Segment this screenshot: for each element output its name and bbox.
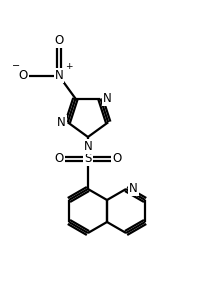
Text: N: N (84, 140, 92, 153)
Text: N: N (102, 92, 111, 105)
Text: O: O (19, 69, 28, 82)
Text: N: N (129, 182, 138, 195)
Text: +: + (65, 62, 72, 71)
Text: −: − (12, 61, 20, 71)
Text: O: O (55, 153, 64, 165)
Text: N: N (57, 116, 66, 129)
Text: O: O (112, 153, 121, 165)
Text: O: O (54, 34, 64, 47)
Text: S: S (84, 153, 92, 165)
Text: N: N (55, 69, 63, 82)
